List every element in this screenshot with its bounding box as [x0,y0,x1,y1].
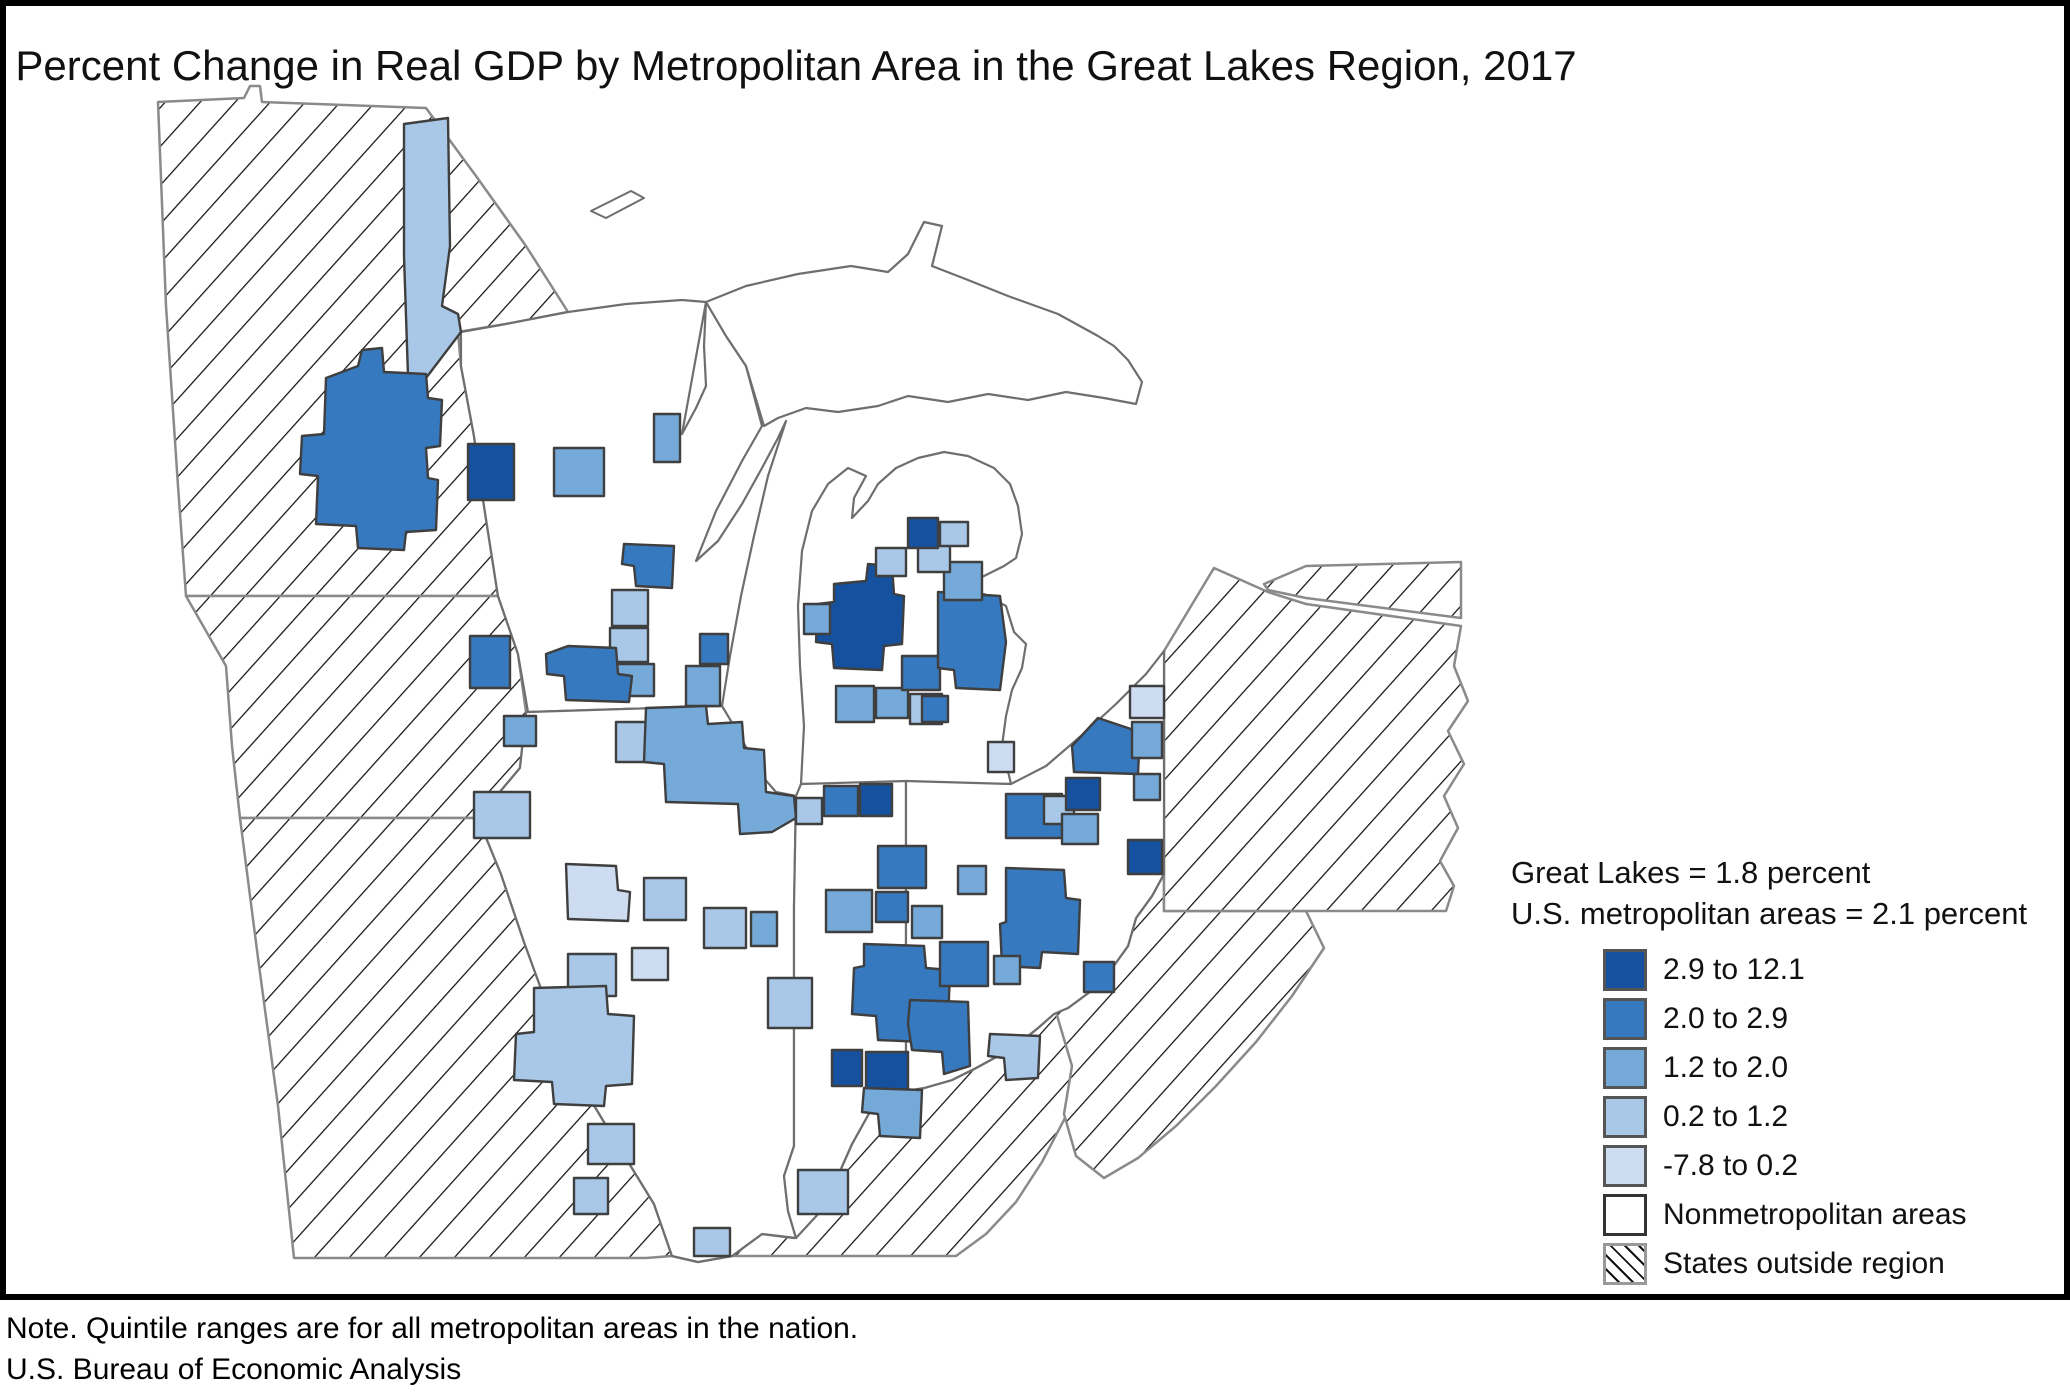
legend-swatch-outside [1603,1243,1647,1285]
legend-label-nonmetro: Nonmetropolitan areas [1663,1198,1967,1231]
monroe [986,740,1016,774]
cincinnati [906,998,972,1076]
muncie [910,904,944,940]
akron [1064,776,1102,812]
legend-heading-us-metros: U.S. metropolitan areas = 2.1 percent [1511,896,2028,931]
midland [906,516,940,550]
kalamazoo [834,684,876,724]
legend-item-1: 2.9 to 12.1 [1603,949,2051,991]
lafayette [824,888,874,934]
legend-item-2: 2.0 to 2.9 [1603,998,2051,1040]
weirton [1132,772,1162,802]
legend-item-6: Nonmetropolitan areas [1603,1194,2051,1236]
legend-item-5: -7.8 to 0.2 [1603,1145,2051,1187]
kokomo [874,890,910,924]
metro-areas-layer [298,116,1166,1258]
sheboygan [698,632,730,666]
madison [544,644,634,704]
note-quintiles: Note. Quintile ranges are for all metrop… [6,1312,859,1345]
youngstown [1130,720,1164,760]
legend-swatch-c1 [1603,949,1647,991]
lima [956,864,988,896]
duluth [402,116,463,380]
map-panel: Percent Change in Real GDP by Metropolit… [0,0,2070,1300]
pennsylvania [1162,566,1470,913]
elkhart [858,782,894,818]
wausau [552,446,606,498]
legend-label-outside: States outside region [1663,1247,1945,1280]
note-source: U.S. Bureau of Economic Analysis [6,1353,462,1386]
lansing [900,654,942,692]
wisconsin [459,298,788,714]
la-crosse [468,634,512,690]
columbus-in [830,1048,864,1088]
legend-swatch-c2 [1603,998,1647,1040]
cape-girardeau [572,1176,610,1216]
carbondale [586,1122,636,1166]
legend-label-c1: 2.9 to 12.1 [1663,953,1805,986]
bloomington-il [642,876,688,922]
isle-royale [590,190,645,219]
legend-item-4: 0.2 to 1.2 [1603,1096,2051,1138]
legend-label-c3: 1.2 to 2.0 [1663,1051,1789,1084]
dubuque [502,714,538,748]
minneapolis-st-paul [298,346,444,552]
new-york [1262,560,1463,620]
muskegon [802,602,832,636]
huntington [986,1032,1042,1082]
legend-item-3: 1.2 to 2.0 [1603,1047,2051,1089]
detroit [936,590,1008,692]
springfield-oh [992,954,1022,986]
states-outside-region-layer [156,84,1470,1264]
bloomington-in [864,1050,910,1092]
youngstown-north [1128,684,1166,720]
terre-haute [766,976,814,1030]
appleton [610,588,650,628]
fort-wayne [876,844,928,890]
bay-city [938,520,970,548]
quad-cities [472,790,532,840]
legend-item-7: States outside region [1603,1243,2051,1285]
ann-arbor [920,694,950,724]
iowa [184,594,528,820]
water-features-layer [590,190,645,219]
map-legend: Great Lakes = 1.8 percent U.S. metropoli… [1511,852,2051,1293]
legend-rows: 2.9 to 12.1 2.0 to 2.9 1.2 to 2.0 0.2 to… [1603,949,2051,1285]
legend-heading-great-lakes: Great Lakes = 1.8 percent [1511,855,1871,890]
parkersburg [1082,960,1116,994]
legend-swatch-c3 [1603,1047,1647,1089]
wheeling [1126,838,1164,876]
peoria [564,862,632,923]
mount-pleasant [874,546,908,578]
legend-swatch-c4 [1603,1096,1647,1138]
milwaukee [684,664,722,708]
st-louis [512,984,636,1108]
legend-label-c4: 0.2 to 1.2 [1663,1100,1789,1133]
footnotes: Note. Quintile ranges are for all metrop… [6,1308,858,1390]
legend-swatch-nonmetro [1603,1194,1647,1236]
columbus-oh [998,866,1082,970]
green-bay [620,542,676,590]
canton [1060,812,1100,846]
marinette [652,412,682,464]
paducah [692,1226,732,1258]
danville [749,910,779,948]
south-bend [822,784,860,818]
legend-label-c5: -7.8 to 0.2 [1663,1149,1799,1182]
champaign [702,906,748,950]
louisville [860,1086,924,1140]
eau-claire [466,442,516,502]
decatur [630,946,670,982]
dayton [938,940,990,988]
map-title: Percent Change in Real GDP by Metropolit… [15,42,1577,89]
battle-creek [874,686,910,720]
evansville [796,1168,850,1216]
michigan-upper-peninsula [704,220,1144,428]
legend-swatch-c5 [1603,1145,1647,1187]
legend-label-c2: 2.0 to 2.9 [1663,1002,1789,1035]
great-lakes-map [156,84,1470,1264]
michigan-city [794,796,824,826]
